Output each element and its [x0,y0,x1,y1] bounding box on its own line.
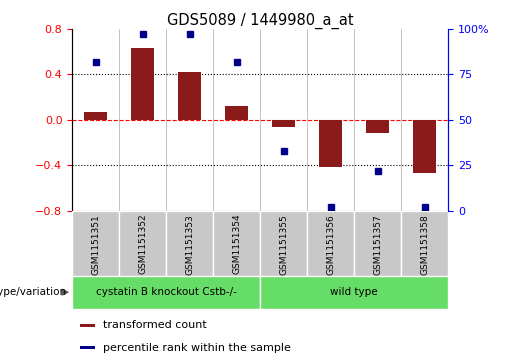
Bar [72,276,260,309]
Text: percentile rank within the sample: percentile rank within the sample [103,343,291,352]
Bar [80,346,95,349]
Title: GDS5089 / 1449980_a_at: GDS5089 / 1449980_a_at [167,13,353,29]
Bar [72,211,119,276]
Bar [260,211,307,276]
Bar [80,324,95,327]
Text: GSM1151357: GSM1151357 [373,214,382,274]
Bar [225,106,248,120]
Text: GSM1151358: GSM1151358 [420,214,429,274]
Text: GSM1151353: GSM1151353 [185,214,194,274]
Text: transformed count: transformed count [103,321,207,330]
Text: genotype/variation: genotype/variation [0,287,67,297]
Bar [131,48,154,120]
Bar [272,120,295,127]
Text: GSM1151355: GSM1151355 [279,214,288,274]
Bar [354,211,401,276]
Bar [119,211,166,276]
Text: GSM1151352: GSM1151352 [138,214,147,274]
Text: GSM1151354: GSM1151354 [232,214,241,274]
Bar [178,72,201,120]
Text: GSM1151351: GSM1151351 [91,214,100,274]
Bar [213,211,260,276]
Text: cystatin B knockout Cstb-/-: cystatin B knockout Cstb-/- [96,287,236,297]
Bar [401,211,448,276]
Bar [260,276,448,309]
Text: wild type: wild type [330,287,378,297]
Bar [307,211,354,276]
Bar [84,112,107,120]
Text: GSM1151356: GSM1151356 [326,214,335,274]
Bar [413,120,436,173]
Bar [366,120,389,134]
Bar [319,120,342,167]
Bar [166,211,213,276]
